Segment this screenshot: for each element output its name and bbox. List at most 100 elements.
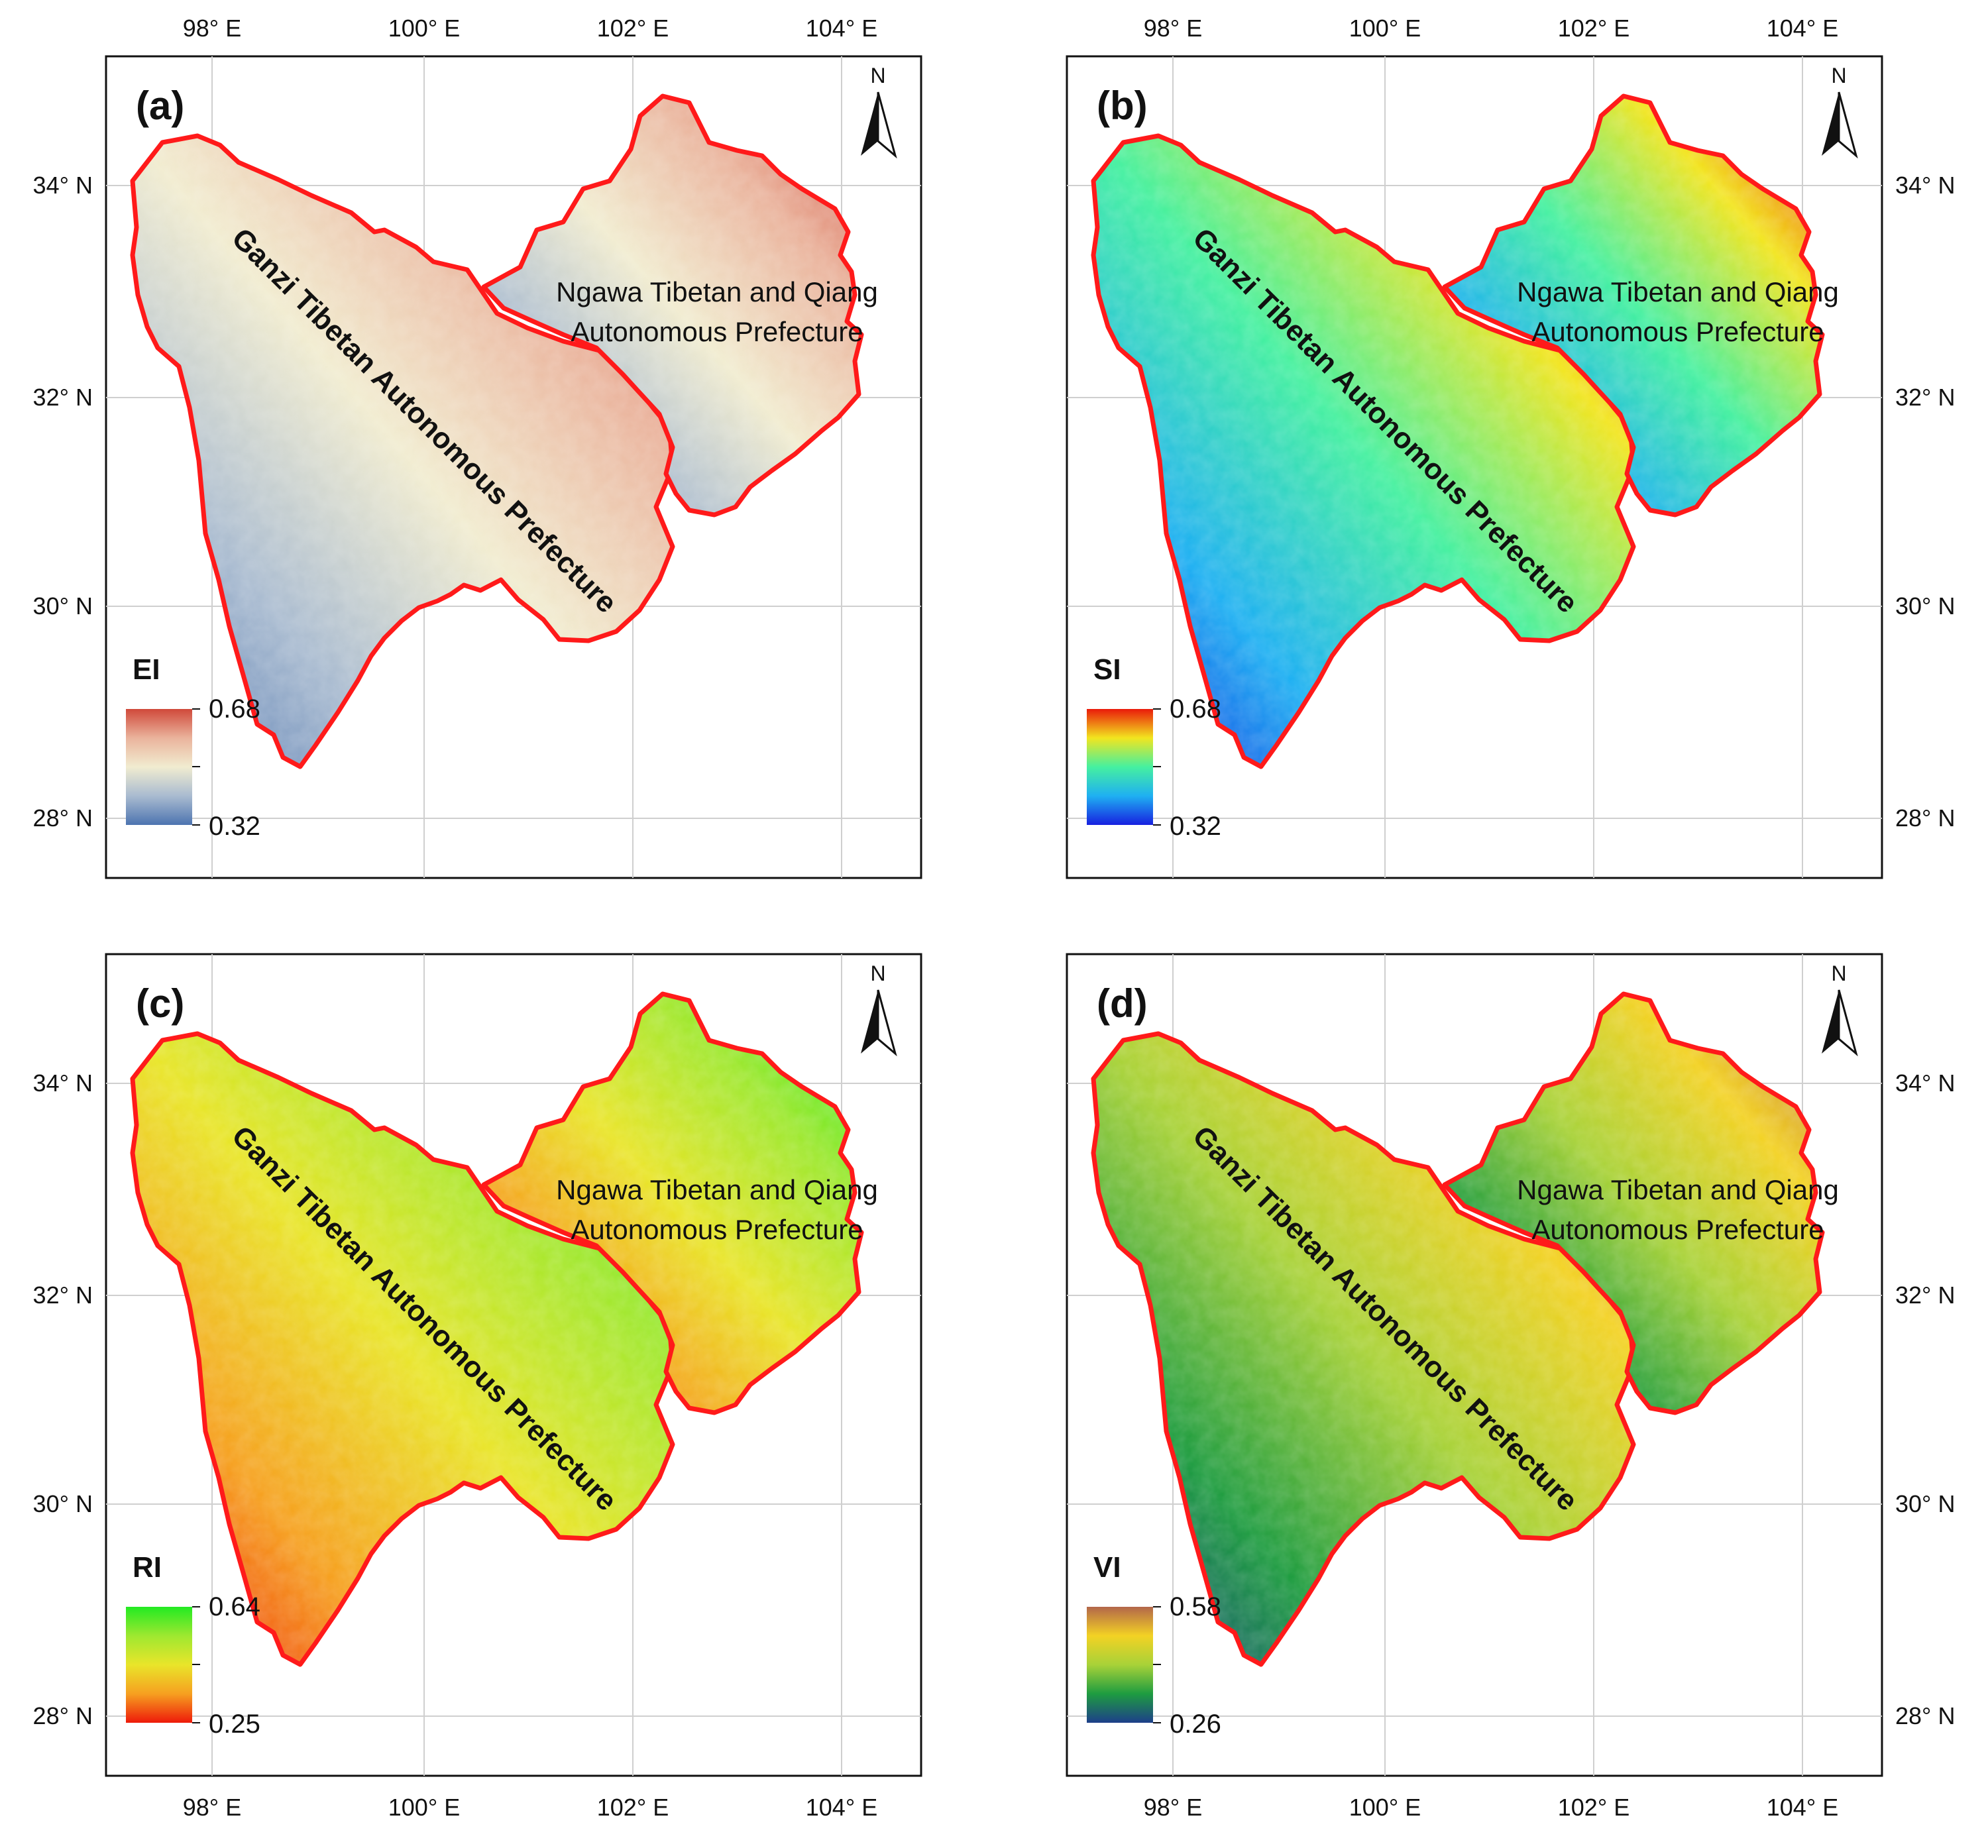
tick-longitude: 100° E <box>388 15 460 42</box>
tick-longitude: 104° E <box>806 15 877 42</box>
tick-latitude: 32° N <box>1895 1281 1955 1309</box>
ganzi-boundary <box>1091 133 1636 769</box>
ngawa-label-line2: Autonomous Prefecture <box>571 316 863 347</box>
ganzi-texture <box>1093 136 1633 767</box>
ngawa-label-line1: Ngawa Tibetan and Qiang <box>556 1174 878 1205</box>
legend-color-bar <box>126 709 192 825</box>
ganzi-boundary <box>130 1031 675 1667</box>
tick-latitude: 28° N <box>1895 1702 1955 1729</box>
ngawa-label-line1: Ngawa Tibetan and Qiang <box>1517 276 1839 307</box>
ngawa-boundary <box>1442 991 1825 1415</box>
ngawa-label-line2: Autonomous Prefecture <box>1531 316 1824 347</box>
tick-latitude: 30° N <box>33 592 93 620</box>
ngawa-label-line2: Autonomous Prefecture <box>1531 1214 1824 1245</box>
latitude-ticks: 34° N 32° N 30° N 28° N <box>1895 1069 1955 1729</box>
tick-latitude: 34° N <box>33 1069 93 1097</box>
longitude-ticks: 98° E 100° E 102° E 104° E <box>183 15 877 42</box>
svg-text:N: N <box>1831 961 1846 985</box>
panel-label: (b) <box>1097 83 1148 128</box>
svg-text:N: N <box>870 64 885 87</box>
legend: EI 0.68 0.32 <box>126 653 260 841</box>
tick-latitude: 28° N <box>1895 804 1955 832</box>
tick-latitude: 30° N <box>33 1490 93 1517</box>
tick-longitude: 102° E <box>597 1794 669 1821</box>
legend: SI 0.68 0.32 <box>1087 653 1221 841</box>
tick-longitude: 98° E <box>183 1794 241 1821</box>
tick-longitude: 102° E <box>1558 1794 1629 1821</box>
tick-latitude: 32° N <box>33 1281 93 1309</box>
tick-latitude: 34° N <box>33 172 93 199</box>
ngawa-boundary <box>481 93 864 517</box>
tick-latitude: 30° N <box>1895 1490 1955 1517</box>
north-arrow-icon: N <box>861 64 897 159</box>
legend-min: 0.32 <box>209 812 260 841</box>
ganzi-texture <box>133 136 673 767</box>
legend-title: RI <box>133 1551 162 1584</box>
ganzi-boundary <box>130 133 675 769</box>
legend-color-bar <box>1087 709 1153 825</box>
tick-longitude: 104° E <box>1767 15 1838 42</box>
regions <box>1091 991 1825 1667</box>
tick-longitude: 104° E <box>1767 1794 1838 1821</box>
tick-longitude: 98° E <box>1144 1794 1202 1821</box>
tick-longitude: 102° E <box>597 15 669 42</box>
tick-longitude: 102° E <box>1558 15 1629 42</box>
longitude-ticks: 98° E 100° E 102° E 104° E <box>1144 1794 1838 1821</box>
tick-longitude: 98° E <box>1144 15 1202 42</box>
latitude-ticks: 34° N 32° N 30° N 28° N <box>1895 172 1955 832</box>
ngawa-label-line1: Ngawa Tibetan and Qiang <box>1517 1174 1839 1205</box>
svg-text:N: N <box>1831 64 1846 87</box>
regions <box>130 93 864 769</box>
tick-latitude: 28° N <box>33 804 93 832</box>
legend: VI 0.58 0.26 <box>1087 1551 1221 1739</box>
north-arrow-icon: N <box>1822 64 1858 159</box>
svg-text:N: N <box>870 961 885 985</box>
latitude-ticks: 34° N 32° N 30° N 28° N <box>33 172 93 832</box>
north-arrow-icon: N <box>861 961 897 1057</box>
ngawa-boundary <box>1442 93 1825 517</box>
ngawa-boundary <box>481 991 864 1415</box>
ganzi-texture <box>1093 1034 1633 1664</box>
ganzi-texture <box>133 1034 673 1664</box>
tick-longitude: 100° E <box>1349 15 1421 42</box>
tick-latitude: 34° N <box>1895 172 1955 199</box>
panel-label: (a) <box>136 83 184 128</box>
legend-min: 0.26 <box>1170 1710 1221 1739</box>
ganzi-boundary <box>1091 1031 1636 1667</box>
legend-max: 0.68 <box>1170 694 1221 724</box>
legend-min: 0.25 <box>209 1710 260 1739</box>
legend: RI 0.64 0.25 <box>126 1551 260 1739</box>
tick-latitude: 28° N <box>33 1702 93 1729</box>
ngawa-label-line2: Autonomous Prefecture <box>571 1214 863 1245</box>
legend-max: 0.64 <box>209 1592 260 1621</box>
legend-title: SI <box>1093 653 1121 686</box>
longitude-ticks: 98° E 100° E 102° E 104° E <box>1144 15 1838 42</box>
tick-longitude: 100° E <box>388 1794 460 1821</box>
north-arrow-icon: N <box>1822 961 1858 1057</box>
ngawa-label-line1: Ngawa Tibetan and Qiang <box>556 276 878 307</box>
regions <box>1091 93 1825 769</box>
legend-title: VI <box>1093 1551 1121 1584</box>
tick-longitude: 100° E <box>1349 1794 1421 1821</box>
panel-label: (d) <box>1097 981 1148 1026</box>
panel-label: (c) <box>136 981 184 1026</box>
legend-color-bar <box>126 1607 192 1723</box>
tick-latitude: 34° N <box>1895 1069 1955 1097</box>
legend-min: 0.32 <box>1170 812 1221 841</box>
legend-title: EI <box>133 653 160 686</box>
latitude-ticks: 34° N 32° N 30° N 28° N <box>33 1069 93 1729</box>
tick-latitude: 32° N <box>33 384 93 411</box>
legend-color-bar <box>1087 1607 1153 1723</box>
tick-longitude: 104° E <box>806 1794 877 1821</box>
tick-latitude: 30° N <box>1895 592 1955 620</box>
longitude-ticks: 98° E 100° E 102° E 104° E <box>183 1794 877 1821</box>
tick-longitude: 98° E <box>183 15 241 42</box>
tick-latitude: 32° N <box>1895 384 1955 411</box>
legend-max: 0.58 <box>1170 1592 1221 1621</box>
legend-max: 0.68 <box>209 694 260 724</box>
